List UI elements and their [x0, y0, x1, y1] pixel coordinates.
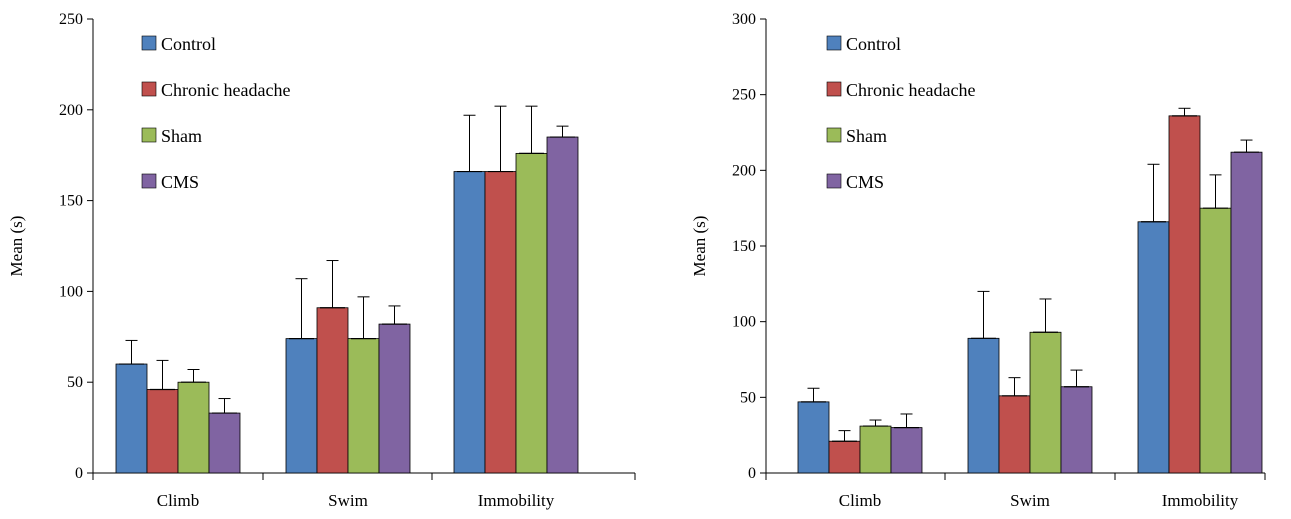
bar-cms: [378, 323, 411, 474]
bar-cms: [546, 136, 579, 474]
bar-chronic-headache: [146, 389, 179, 474]
bar-control: [1137, 221, 1170, 474]
legend-swatch: [141, 173, 157, 189]
x-tick-label: Swim: [328, 491, 368, 510]
legend-label: CMS: [161, 172, 199, 192]
y-tick-label: 200: [732, 162, 756, 179]
chart-left: 0 50 100 150 200 250 Mean (s) Climb Swim Immobili…: [7, 11, 636, 510]
legend-label: Chronic headache: [161, 80, 290, 100]
y-axis-label: Mean (s): [690, 216, 709, 277]
bar-cms: [1230, 151, 1263, 474]
bar-chronic-headache: [316, 307, 349, 474]
legend-swatch: [826, 35, 842, 51]
bar-sham: [859, 425, 892, 474]
x-tick-label: Climb: [157, 491, 200, 510]
bar-chronic-headache: [828, 440, 861, 474]
legend-swatch: [826, 173, 842, 189]
bar-control: [797, 401, 830, 474]
x-tick-label: Immobility: [1162, 491, 1239, 510]
x-tick-label: Immobility: [478, 491, 555, 510]
legend-swatch: [141, 127, 157, 143]
bar-control: [115, 363, 148, 474]
bar-chronic-headache: [998, 395, 1031, 474]
bar-sham: [1199, 207, 1232, 474]
legend-swatch: [141, 35, 157, 51]
legend-swatch: [826, 127, 842, 143]
bar-cms: [208, 412, 241, 474]
bar-sham: [515, 152, 548, 474]
legend-label: CMS: [846, 172, 884, 192]
bar-control: [285, 338, 318, 474]
bar-sham: [1029, 331, 1062, 474]
legend-swatch: [826, 81, 842, 97]
y-tick-label: 150: [732, 238, 756, 255]
y-tick-label: 50: [740, 389, 756, 406]
bar-chronic-headache: [484, 171, 517, 474]
y-tick-label: 0: [75, 465, 83, 482]
legend-label: Chronic headache: [846, 80, 975, 100]
legend-label: Control: [161, 34, 216, 54]
y-tick-label: 250: [59, 11, 83, 28]
bar-sham: [347, 338, 380, 474]
y-tick-label: 250: [732, 87, 756, 104]
legend-label: Sham: [161, 126, 202, 146]
legend-label: Sham: [846, 126, 887, 146]
bar-cms: [1060, 386, 1093, 474]
legend-label: Control: [846, 34, 901, 54]
x-tick-label: Climb: [839, 491, 882, 510]
bar-control: [967, 337, 1000, 474]
bar-control: [453, 171, 486, 474]
x-tick-label: Swim: [1010, 491, 1050, 510]
y-tick-label: 50: [67, 374, 83, 391]
y-tick-label: 200: [59, 102, 83, 119]
y-tick-label: 100: [59, 283, 83, 300]
bar-chronic-headache: [1168, 115, 1201, 474]
legend-swatch: [141, 81, 157, 97]
y-tick-label: 100: [732, 314, 756, 331]
y-tick-label: 300: [732, 11, 756, 28]
y-tick-label: 150: [59, 193, 83, 210]
y-tick-label: 0: [748, 465, 756, 482]
y-axis-label: Mean (s): [7, 216, 26, 277]
chart-right: 0 50 100 150 200 250 300 Mean (s) Climb Swim Immob…: [690, 11, 1266, 510]
bar-sham: [177, 381, 210, 474]
bar-cms: [890, 427, 923, 474]
